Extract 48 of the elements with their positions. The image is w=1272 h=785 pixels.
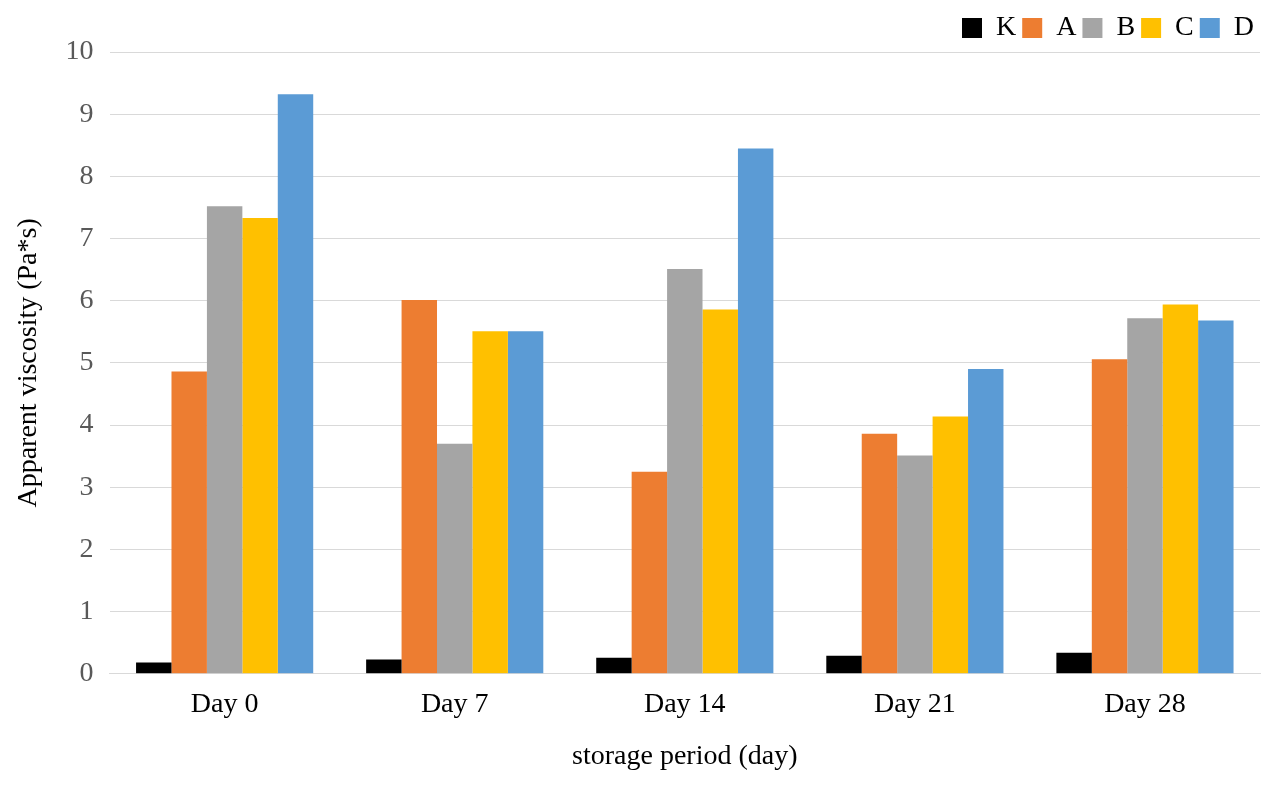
bar <box>136 662 172 674</box>
bar <box>1127 318 1163 674</box>
y-tick-label: 4 <box>79 407 94 439</box>
x-tick-label: Day 0 <box>190 686 259 718</box>
legend-label: A <box>1056 10 1078 42</box>
bar <box>277 94 314 674</box>
bar <box>737 148 774 674</box>
bar <box>702 309 738 674</box>
bar <box>507 331 544 674</box>
bar <box>1198 320 1234 674</box>
legend-label: D <box>1233 10 1255 42</box>
bar <box>631 471 668 674</box>
legend-label: B <box>1116 10 1136 42</box>
legend-label: C <box>1175 10 1194 42</box>
x-tick-label: Day 14 <box>643 686 726 718</box>
y-tick-label: 2 <box>79 531 94 563</box>
bar <box>1091 359 1128 674</box>
bar <box>861 433 898 674</box>
x-tick-label: Day 7 <box>420 686 489 718</box>
bar <box>826 655 862 674</box>
bar <box>437 443 473 674</box>
bar <box>366 659 402 674</box>
bar <box>596 657 632 674</box>
bar <box>242 218 278 674</box>
y-tick-label: 7 <box>79 220 94 252</box>
bar <box>932 416 969 674</box>
x-tick-label: Day 21 <box>874 686 956 718</box>
bar <box>1162 304 1199 674</box>
y-tick-label: 6 <box>79 283 94 315</box>
y-tick-label: 10 <box>65 34 94 66</box>
bar <box>206 206 243 674</box>
bar <box>171 371 207 674</box>
bar <box>968 369 1004 674</box>
bar <box>472 331 508 674</box>
x-axis-title: storage period (day) <box>572 738 798 770</box>
bar <box>897 455 933 674</box>
y-axis-title: Apparent viscosity (Pa*s) <box>11 218 43 508</box>
bar <box>1056 652 1092 674</box>
x-tick-label: Day 28 <box>1104 686 1186 718</box>
y-tick-label: 3 <box>79 469 94 501</box>
y-tick-label: 9 <box>79 96 94 128</box>
legend-label: K <box>995 10 1017 42</box>
bar <box>401 300 437 674</box>
y-tick-label: 8 <box>79 158 94 190</box>
y-tick-label: 0 <box>79 656 94 688</box>
y-tick-label: 1 <box>79 593 94 625</box>
y-tick-label: 5 <box>79 345 94 377</box>
bar <box>667 269 703 674</box>
